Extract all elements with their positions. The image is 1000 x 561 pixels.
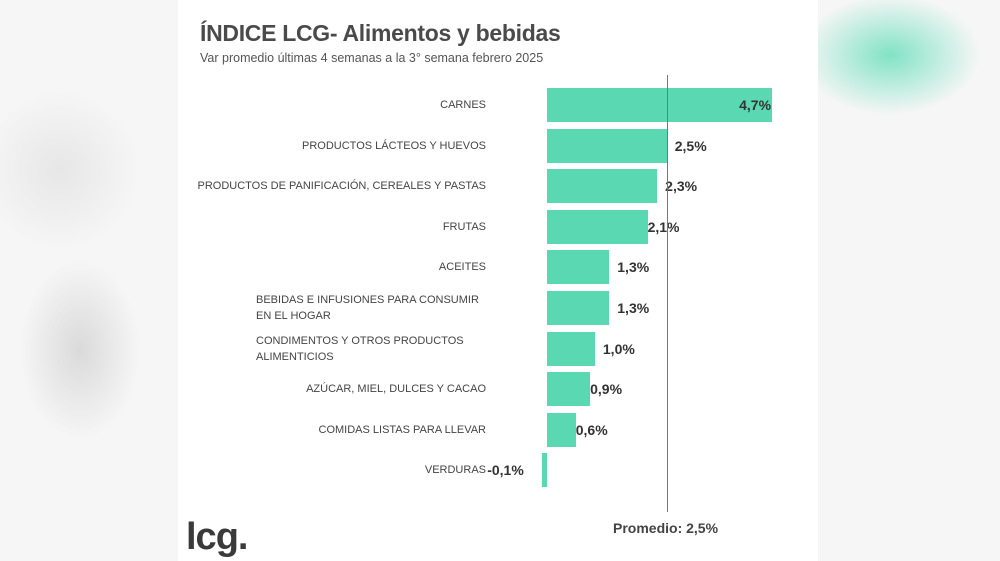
category-label: FRUTAS [442,220,486,233]
bar [547,128,667,163]
bar [547,169,658,204]
bar [547,291,610,325]
category-label: COMIDAS LISTAS PARA LLEVAR [318,423,487,436]
bar [542,453,547,488]
category-label: BEBIDAS E INFUSIONES PARA CONSUMIR EN EL… [256,294,479,322]
value-label: 1,3% [617,300,650,316]
value-label: 1,0% [602,340,635,357]
category-label: PRODUCTOS LÁCTEOS Y HUEVOS [302,139,486,152]
bar [547,412,576,447]
bar [547,250,610,285]
bar [547,372,591,407]
value-label: 2,3% [665,178,698,195]
lcg-logo: lcg. [186,516,248,558]
chart-title: ÍNDICE LCG- Alimentos y bebidas [200,20,561,46]
value-label: 0,6% [575,421,608,438]
category-label: VERDURAS [424,464,486,477]
average-label: Promedio: 2,5% [613,520,719,536]
bar [547,331,595,366]
value-label: 0,9% [590,381,623,398]
average-reference-line [667,75,668,512]
category-label: CARNES [440,99,486,111]
category-label: AZÚCAR, MIEL, DULCES Y CACAO [306,383,486,396]
category-label: PRODUCTOS DE PANIFICACIÓN, CEREALES Y PA… [197,180,486,193]
value-label: -0,1% [487,462,524,479]
category-label: ACEITES [438,261,486,274]
value-label: 2,1% [647,218,680,235]
bar [547,88,773,122]
chart-subtitle: Var promedio últimas 4 semanas a la 3° s… [200,51,544,65]
bar [547,209,648,244]
value-label: 4,7% [739,97,772,113]
category-label: CONDIMENTOS Y OTROS PRODUCTOS ALIMENTICI… [256,334,464,363]
value-label: 2,5% [674,137,707,154]
value-label: 1,3% [617,259,650,276]
